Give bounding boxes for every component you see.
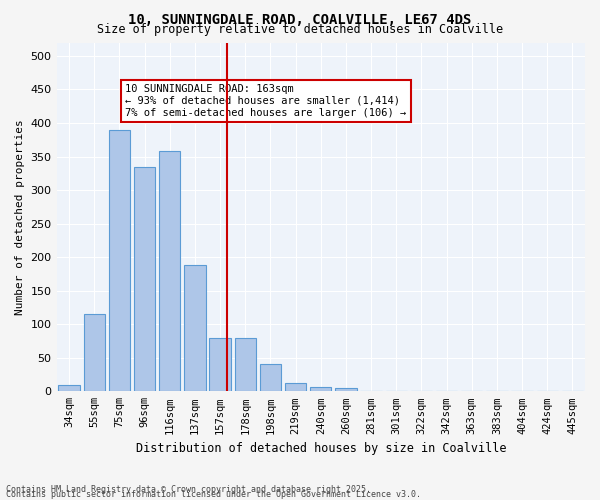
Bar bbox=[159, 151, 181, 392]
Text: Size of property relative to detached houses in Coalville: Size of property relative to detached ho… bbox=[97, 22, 503, 36]
Text: 10 SUNNINGDALE ROAD: 163sqm
← 93% of detached houses are smaller (1,414)
7% of s: 10 SUNNINGDALE ROAD: 163sqm ← 93% of det… bbox=[125, 84, 406, 117]
Bar bbox=[335, 388, 356, 392]
Text: Contains HM Land Registry data © Crown copyright and database right 2025.: Contains HM Land Registry data © Crown c… bbox=[6, 485, 371, 494]
Bar bbox=[109, 130, 130, 392]
Y-axis label: Number of detached properties: Number of detached properties bbox=[15, 119, 25, 315]
Bar bbox=[310, 386, 331, 392]
Bar bbox=[134, 166, 155, 392]
Text: 10, SUNNINGDALE ROAD, COALVILLE, LE67 4DS: 10, SUNNINGDALE ROAD, COALVILLE, LE67 4D… bbox=[128, 12, 472, 26]
Bar bbox=[184, 265, 206, 392]
Bar bbox=[285, 384, 307, 392]
Bar bbox=[83, 314, 105, 392]
Bar bbox=[260, 364, 281, 392]
Bar bbox=[58, 384, 80, 392]
Bar bbox=[436, 390, 457, 392]
Text: Contains public sector information licensed under the Open Government Licence v3: Contains public sector information licen… bbox=[6, 490, 421, 499]
Bar bbox=[361, 390, 382, 392]
X-axis label: Distribution of detached houses by size in Coalville: Distribution of detached houses by size … bbox=[136, 442, 506, 455]
Bar bbox=[209, 338, 231, 392]
Bar bbox=[235, 338, 256, 392]
